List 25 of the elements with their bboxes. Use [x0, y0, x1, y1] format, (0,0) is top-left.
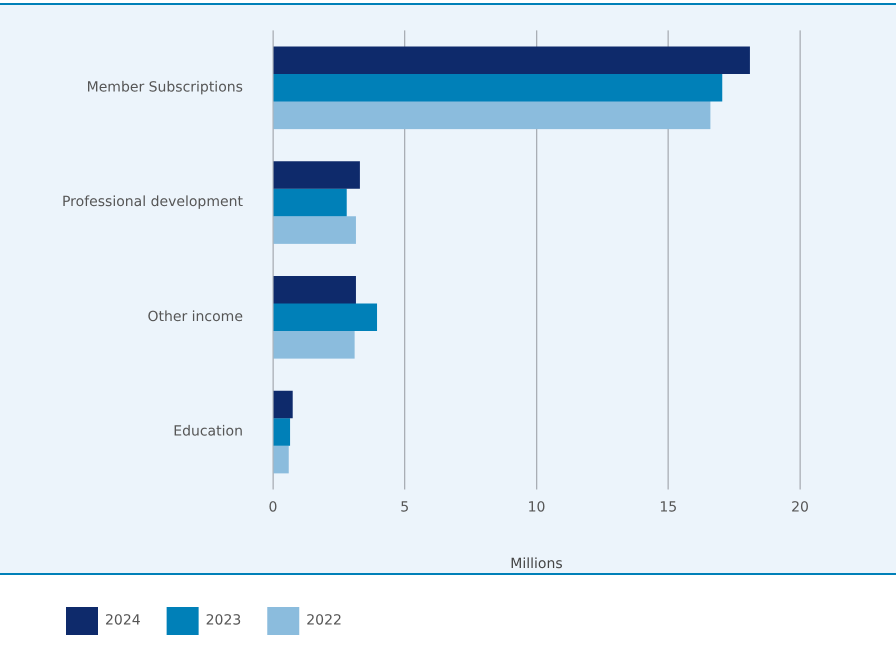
y-tick-label: Education [173, 424, 243, 440]
x-axis-title: Millions [510, 556, 563, 572]
y-tick-label: Other income [147, 308, 243, 325]
legend-label: 2024 [105, 612, 141, 629]
x-tick-label: 5 [400, 499, 410, 516]
bar [274, 161, 360, 189]
bar [274, 216, 356, 244]
x-tick-label: 10 [528, 499, 546, 516]
bar [274, 390, 293, 418]
bar [274, 446, 289, 474]
y-tick-label: Professional development [62, 194, 244, 210]
bar [274, 188, 347, 216]
bar [274, 74, 722, 102]
bar [274, 418, 290, 446]
legend-label: 2023 [206, 612, 242, 629]
x-tick-label: 20 [791, 499, 809, 516]
bar [274, 46, 750, 74]
x-tick-label: 0 [268, 499, 278, 516]
y-tick-label: Member Subscriptions [86, 79, 243, 96]
bar [274, 276, 356, 304]
bar [274, 304, 378, 332]
x-tick-label: 15 [659, 499, 678, 516]
bar [274, 331, 355, 359]
bar [274, 102, 710, 130]
legend-label: 2022 [306, 612, 342, 629]
